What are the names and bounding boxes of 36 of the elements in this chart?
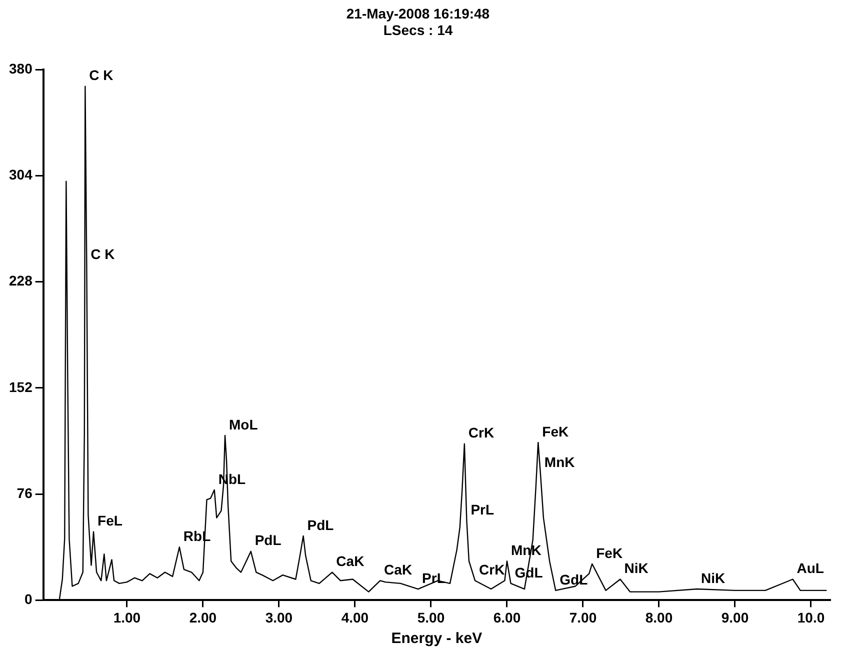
annotation: FeK (542, 423, 569, 440)
x-tick-label: 4.00 (341, 609, 369, 626)
y-tick-label: 152 (9, 378, 33, 395)
x-tick-label: 3.00 (265, 609, 293, 626)
annotation: PrL (470, 501, 494, 518)
chart-title: 21-May-2008 16:19:48 (346, 5, 490, 22)
annotation: NiK (700, 570, 726, 586)
annotation: CrK (479, 562, 505, 578)
annotation: FeK (596, 544, 623, 561)
annotation: C K (90, 246, 115, 262)
annotation: MoL (229, 416, 258, 432)
annotation: PdL (307, 516, 334, 533)
x-tick-label: 9.00 (721, 609, 749, 626)
y-tick-label: 76 (16, 484, 33, 501)
x-tick-label: 5.00 (417, 609, 445, 626)
y-tick-label: 0 (24, 591, 33, 608)
annotation: C K (89, 67, 114, 84)
annotation: CaK (336, 553, 364, 570)
x-tick-label: 8.00 (645, 609, 673, 626)
x-tick-label: 6.00 (493, 609, 521, 626)
x-tick-label: 2.00 (189, 609, 217, 626)
y-tick-label: 304 (9, 166, 33, 183)
annotation: CaK (384, 562, 412, 578)
annotation: NiK (624, 560, 648, 576)
annotation: CrK (468, 424, 494, 441)
x-tick-label: 10.0 (797, 609, 825, 626)
annotation: FeL (98, 512, 123, 529)
annotation: MnK (544, 454, 575, 470)
y-tick-label: 228 (9, 272, 33, 289)
annotation: AuL (796, 560, 824, 576)
annotation: PdL (254, 532, 282, 548)
x-tick-label: 7.00 (569, 609, 597, 626)
x-tick-label: 1.00 (113, 609, 141, 626)
chart-subtitle: LSecs : 14 (383, 22, 453, 38)
y-tick-label: 380 (9, 60, 33, 76)
x-axis-title: Energy - keV (391, 630, 482, 648)
